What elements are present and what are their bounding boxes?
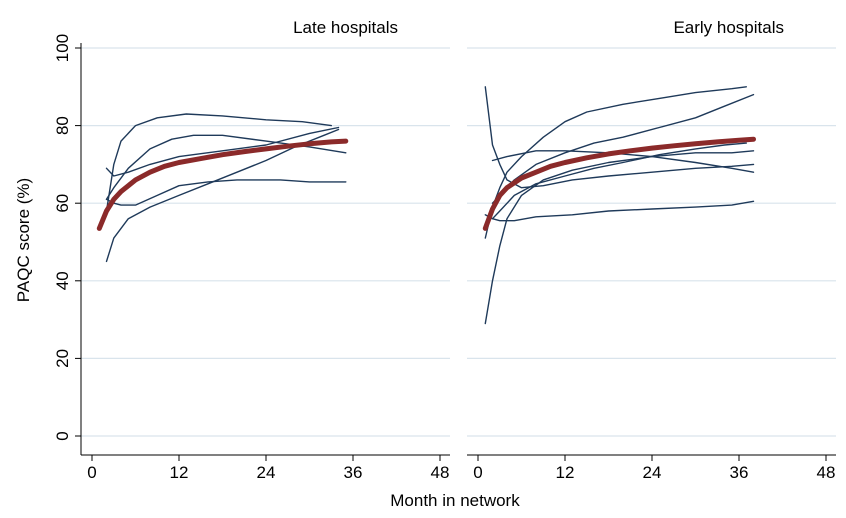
panel-title-band <box>81 10 450 40</box>
y-tick-label: 80 <box>53 116 72 135</box>
y-tick-label: 60 <box>53 194 72 213</box>
y-tick-label: 100 <box>53 34 72 62</box>
y-tick-label: 0 <box>53 431 72 440</box>
hospital-trend-line <box>491 142 747 220</box>
panel-title: Early hospitals <box>673 18 784 37</box>
x-tick-label: 0 <box>87 463 96 482</box>
x-tick-label: 24 <box>257 463 276 482</box>
y-axis-label: PAQC score (%) <box>14 178 33 302</box>
y-tick-label: 20 <box>53 349 72 368</box>
hospital-trend-line <box>484 86 747 239</box>
average-trend-line <box>96 138 349 231</box>
hospital-trend-line <box>484 200 755 222</box>
hospital-trend-line <box>105 128 340 263</box>
x-tick-label: 36 <box>344 463 363 482</box>
panel-1: Late hospitals 0 20 40 60 80 100 0 12 24 36 48 <box>53 10 450 482</box>
hospital-trend-line <box>105 179 347 206</box>
hospital-trend-line <box>484 150 755 325</box>
hospital-trend-line <box>484 86 755 189</box>
hospital-trend-line <box>105 126 340 177</box>
average-trend-line <box>482 136 756 231</box>
panel-title: Late hospitals <box>293 18 398 37</box>
x-axis-label: Month in network <box>390 491 520 510</box>
x-tick-label: 12 <box>556 463 575 482</box>
x-tick-label: 48 <box>817 463 836 482</box>
y-tick-label: 40 <box>53 271 72 290</box>
panel-title-band <box>467 10 836 40</box>
hospital-trend-line <box>105 113 332 212</box>
x-tick-label: 0 <box>473 463 482 482</box>
x-tick-label: 12 <box>170 463 189 482</box>
x-tick-label: 24 <box>643 463 662 482</box>
panel-2: Early hospitals 0 12 24 36 48 <box>467 10 836 482</box>
x-tick-label: 36 <box>730 463 749 482</box>
x-tick-label: 48 <box>431 463 450 482</box>
